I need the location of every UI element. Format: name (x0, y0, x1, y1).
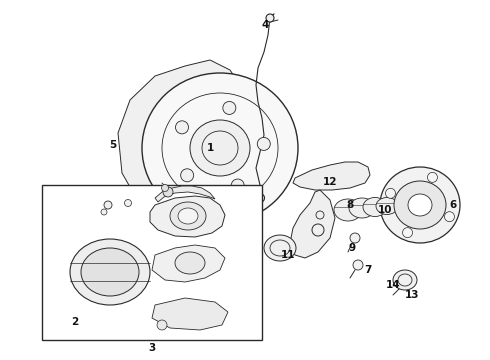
Text: 11: 11 (281, 250, 295, 260)
Circle shape (353, 260, 363, 270)
Circle shape (231, 179, 244, 192)
Circle shape (255, 194, 265, 202)
Ellipse shape (142, 73, 298, 223)
Ellipse shape (334, 199, 362, 221)
Ellipse shape (70, 239, 150, 305)
Ellipse shape (175, 252, 205, 274)
Circle shape (257, 138, 270, 150)
Text: 9: 9 (348, 243, 356, 253)
Polygon shape (150, 196, 225, 237)
Ellipse shape (190, 120, 250, 176)
Circle shape (223, 102, 236, 114)
Polygon shape (152, 298, 228, 330)
Polygon shape (290, 190, 335, 258)
Text: 2: 2 (72, 317, 78, 327)
Circle shape (181, 169, 194, 182)
Text: 8: 8 (346, 200, 354, 210)
Ellipse shape (178, 208, 198, 224)
Circle shape (403, 228, 413, 238)
Circle shape (386, 188, 395, 198)
Ellipse shape (264, 235, 296, 261)
Bar (42, 185, 262, 340)
Text: 13: 13 (405, 290, 419, 300)
Text: 14: 14 (386, 280, 400, 290)
Text: 1: 1 (206, 143, 214, 153)
Polygon shape (155, 186, 215, 202)
Ellipse shape (170, 202, 206, 230)
Text: 10: 10 (378, 205, 392, 215)
Circle shape (162, 185, 169, 192)
Text: 12: 12 (323, 177, 337, 187)
Circle shape (124, 199, 131, 207)
Text: 5: 5 (109, 140, 117, 150)
Ellipse shape (81, 248, 139, 296)
Circle shape (316, 211, 324, 219)
Ellipse shape (380, 167, 460, 243)
Ellipse shape (408, 194, 432, 216)
Text: 3: 3 (148, 343, 156, 353)
Circle shape (104, 201, 112, 209)
Circle shape (312, 224, 324, 236)
Ellipse shape (393, 270, 417, 290)
Circle shape (101, 209, 107, 215)
Text: 7: 7 (364, 265, 372, 275)
Text: 4: 4 (261, 20, 269, 30)
Polygon shape (152, 245, 225, 282)
Circle shape (444, 212, 454, 222)
Ellipse shape (349, 198, 375, 218)
Ellipse shape (363, 198, 387, 216)
Circle shape (266, 14, 274, 22)
Circle shape (157, 320, 167, 330)
Text: 6: 6 (449, 200, 457, 210)
Polygon shape (118, 60, 258, 236)
Circle shape (427, 172, 438, 183)
Ellipse shape (394, 181, 446, 229)
Circle shape (350, 233, 360, 243)
Circle shape (175, 121, 189, 134)
Ellipse shape (376, 198, 398, 215)
Polygon shape (293, 162, 370, 190)
Circle shape (163, 187, 173, 197)
